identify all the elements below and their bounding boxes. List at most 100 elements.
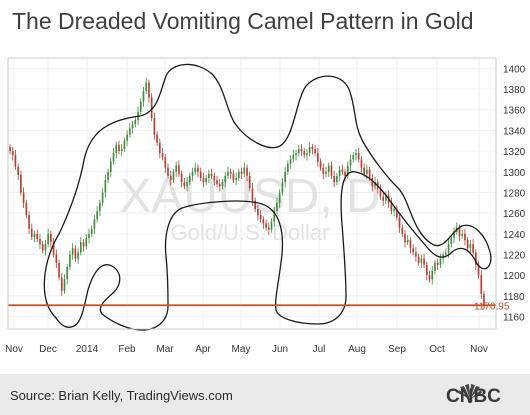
- candle-body: [379, 188, 382, 197]
- x-tick-label: Nov: [5, 344, 23, 355]
- candle-body: [404, 233, 406, 243]
- candle-body: [96, 211, 98, 220]
- y-tick-label: 1220: [503, 251, 526, 262]
- candle-body: [99, 202, 101, 212]
- camel-outline-path: [43, 63, 492, 331]
- candle-body: [357, 153, 360, 160]
- y-tick-label: 1340: [503, 126, 526, 137]
- candle-body: [453, 231, 455, 238]
- candle-body: [101, 192, 104, 203]
- candle-body: [186, 182, 188, 187]
- candle-body: [80, 242, 82, 253]
- candle-body: [221, 182, 224, 187]
- y-tick-label: 1180: [503, 292, 525, 303]
- candle-body: [41, 244, 44, 251]
- candle-body: [349, 159, 352, 166]
- candle-body: [44, 244, 47, 251]
- candle-body: [20, 174, 22, 193]
- candle-body: [69, 254, 71, 267]
- candle-body: [425, 264, 428, 276]
- candle-body: [464, 233, 466, 241]
- candle-body: [306, 153, 308, 156]
- candle-body: [281, 182, 284, 193]
- candle-body: [475, 252, 477, 265]
- candle-body: [338, 169, 341, 176]
- candle-body: [248, 175, 251, 189]
- candle-body: [415, 252, 417, 257]
- candle-body: [148, 82, 150, 98]
- candle-body: [131, 124, 134, 129]
- candle-body: [129, 128, 131, 135]
- candle-body: [355, 153, 357, 156]
- candle-body: [142, 91, 145, 102]
- candle-body: [22, 192, 25, 203]
- candle-body: [483, 293, 485, 307]
- candle-body: [251, 188, 254, 201]
- candle-body: [327, 165, 330, 172]
- candle-body: [259, 215, 262, 220]
- candle-body: [14, 155, 17, 167]
- candle-body: [199, 171, 202, 178]
- candle-body: [183, 182, 186, 187]
- candle-body: [227, 171, 229, 176]
- y-tick-label: 1200: [503, 271, 526, 282]
- candle-body: [63, 279, 66, 291]
- candle-body: [180, 173, 183, 183]
- candle-body: [458, 227, 461, 236]
- candle-body: [428, 275, 431, 280]
- candle-body: [363, 167, 365, 174]
- y-tick-label: 1260: [503, 209, 526, 220]
- x-tick-label: 2014: [76, 344, 99, 355]
- candle-body: [202, 177, 205, 183]
- candle-body: [39, 239, 41, 245]
- candle-body: [246, 167, 248, 176]
- candle-body: [150, 97, 153, 118]
- candle-body: [398, 217, 401, 228]
- candle-body: [208, 173, 210, 178]
- candle-body: [300, 149, 303, 152]
- support-label: 1170.95: [474, 301, 510, 312]
- candle-body: [469, 244, 472, 249]
- brand-name: CNBC: [446, 386, 501, 407]
- candle-body: [243, 167, 246, 174]
- candle-body: [276, 202, 278, 212]
- camel-outline: [43, 63, 492, 331]
- candle-body: [107, 171, 109, 181]
- candle-body: [371, 177, 374, 187]
- watermark-name: Gold/U.S. Dollar: [171, 220, 330, 245]
- candle-body: [322, 167, 325, 174]
- candle-body: [262, 219, 265, 224]
- candle-body: [466, 240, 469, 249]
- x-tick-label: Apr: [195, 344, 211, 355]
- candle-body: [36, 233, 39, 240]
- candle-body: [360, 159, 363, 168]
- candle-body: [445, 252, 447, 255]
- x-tick-label: Feb: [118, 344, 136, 355]
- candle-body: [216, 180, 218, 185]
- candle-body: [77, 252, 79, 259]
- candle-body: [346, 165, 349, 176]
- candles: [9, 77, 485, 310]
- grid: [8, 58, 496, 329]
- candle-body: [480, 275, 483, 294]
- candle-body: [90, 228, 93, 234]
- candle-body: [47, 233, 49, 245]
- candle-body: [93, 219, 96, 229]
- y-tick-label: 1320: [503, 147, 526, 158]
- candle-body: [224, 175, 227, 183]
- candle-body: [120, 149, 123, 152]
- candle-body: [382, 196, 385, 201]
- candle-body: [197, 167, 199, 172]
- candle-body: [289, 159, 292, 164]
- candle-body: [406, 240, 409, 243]
- candle-body: [267, 227, 270, 230]
- x-tick-label: May: [232, 344, 251, 355]
- candle-body: [270, 221, 273, 230]
- candle-body: [104, 180, 107, 193]
- candle-body: [50, 233, 52, 243]
- candle-body: [472, 244, 474, 253]
- candle-body: [17, 166, 19, 175]
- candle-body: [303, 151, 306, 156]
- candle-body: [145, 82, 148, 92]
- candle-body: [333, 175, 335, 183]
